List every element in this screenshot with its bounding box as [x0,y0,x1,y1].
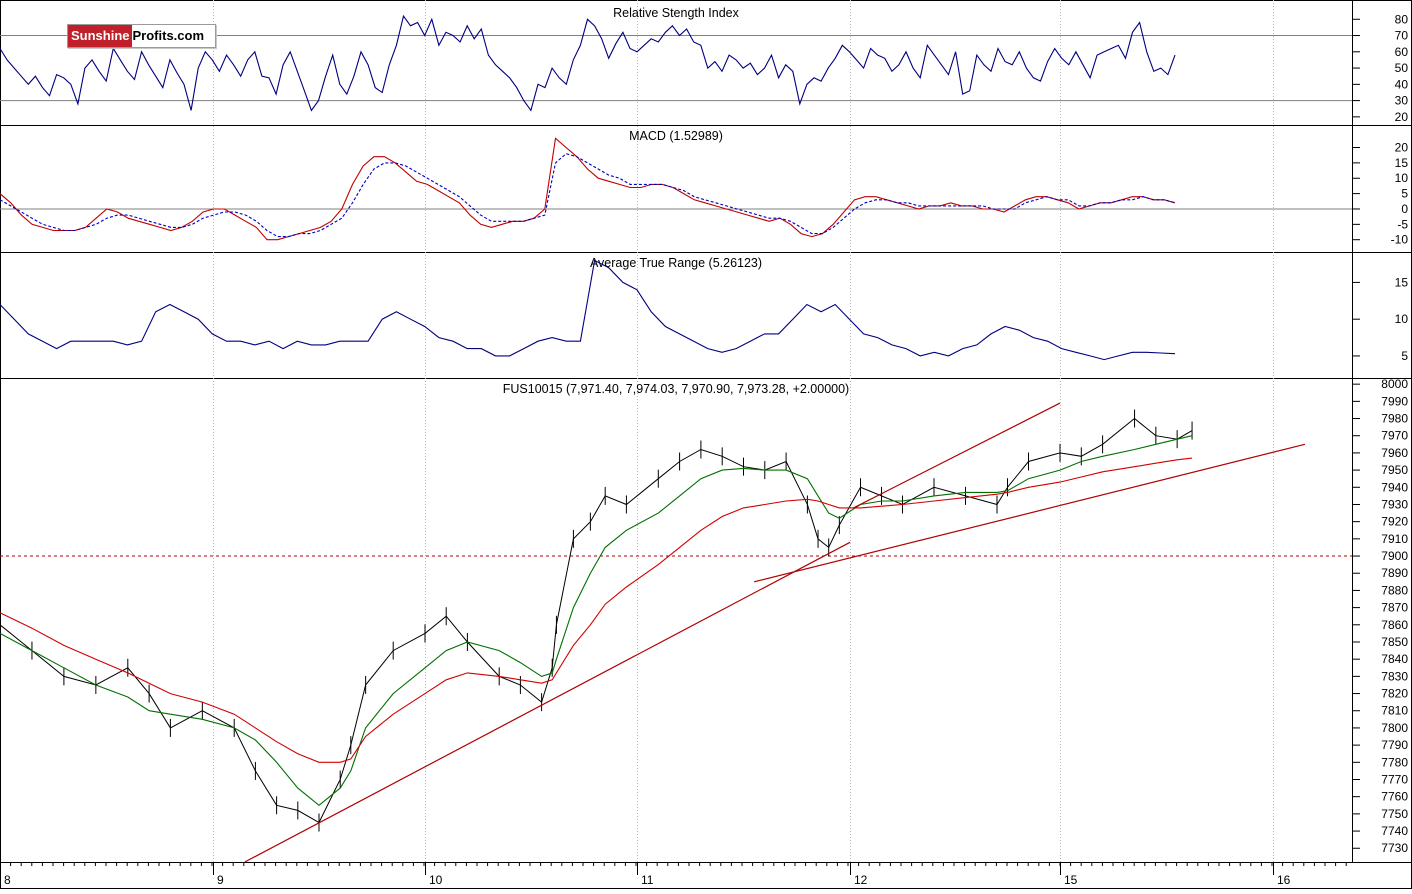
trend-line [244,541,851,863]
y-tick-label: 15 [1395,156,1409,170]
y-tick-label: 20 [1395,110,1409,124]
y-tick-label: 7870 [1381,601,1408,615]
y-tick-label: 7860 [1381,618,1408,632]
y-tick-label: 8000 [1381,377,1408,391]
y-tick-label: 30 [1395,94,1409,108]
y-tick-label: -5 [1397,217,1408,231]
x-tick-label: 11 [641,873,654,887]
y-tick-label: 15 [1395,275,1409,289]
x-tick-label: 12 [854,873,868,887]
sunshine-profits-logo: Sunshine Profits.com [67,24,216,48]
y-tick-label: 7760 [1381,790,1408,804]
y-tick-label: 7750 [1381,807,1408,821]
x-tick-label: 9 [217,873,224,887]
y-tick-label: 7820 [1381,687,1408,701]
y-tick-label: 7800 [1381,721,1408,735]
panel-title: FUS10015 (7,971.40, 7,974.03, 7,970.90, … [503,382,849,396]
panel-3: 8000 7990 7980 7970 7960 7950 7940 7930 7920 7910… [0,377,1408,863]
y-tick-label: 7940 [1381,480,1408,494]
panel-title: Average True Range (5.26123) [590,256,762,270]
y-tick-label: 7810 [1381,704,1408,718]
y-tick-label: 7890 [1381,566,1408,580]
x-tick-label: 10 [429,873,443,887]
y-tick-label: 7770 [1381,772,1408,786]
y-tick-label: 7830 [1381,669,1408,683]
y-tick-label: 7950 [1381,463,1408,477]
y-tick-label: 5 [1401,349,1408,363]
logo-part-1: Sunshine [68,25,132,47]
series-line [0,259,1176,361]
y-tick-label: 70 [1395,29,1409,43]
y-tick-label: 7880 [1381,583,1408,597]
y-tick-label: 7840 [1381,652,1408,666]
y-tick-label: 10 [1395,312,1409,326]
x-tick-label: 16 [1277,873,1291,887]
y-tick-label: 7960 [1381,446,1408,460]
y-tick-label: 50 [1395,61,1409,75]
y-tick-label: 80 [1395,12,1409,26]
y-tick-label: 20 [1395,141,1409,155]
trend-line [853,402,1061,509]
y-tick-label: 7910 [1381,532,1408,546]
y-tick-label: 7930 [1381,497,1408,511]
y-tick-label: 7900 [1381,549,1408,563]
y-tick-label: 7730 [1381,841,1408,855]
y-tick-label: -10 [1391,233,1409,247]
series-line [0,457,1193,763]
y-tick-label: 7780 [1381,755,1408,769]
price-series [0,417,1193,824]
panel-title: MACD (1.52989) [629,129,723,143]
panel-title: Relative Stength Index [613,6,740,20]
y-tick-label: 40 [1395,77,1409,91]
series-line [0,435,1193,807]
x-tick-label: 15 [1064,873,1078,887]
y-tick-label: 0 [1401,202,1408,216]
x-tick-label: 8 [4,873,11,887]
series-line [0,14,1176,112]
panel-2: 15 10 5 Average True Range (5.26123) [0,256,1408,363]
y-tick-label: 7970 [1381,429,1408,443]
y-tick-label: 60 [1395,45,1409,59]
series-line [0,153,1176,238]
y-tick-label: 10 [1395,171,1409,185]
series-line [0,137,1176,241]
y-tick-label: 5 [1401,187,1408,201]
y-tick-label: 7920 [1381,515,1408,529]
y-tick-label: 7790 [1381,738,1408,752]
y-tick-label: 7740 [1381,824,1408,838]
y-tick-label: 7850 [1381,635,1408,649]
y-tick-label: 7990 [1381,394,1408,408]
trend-line [754,443,1306,583]
logo-part-2: Profits.com [132,28,205,43]
y-tick-label: 7980 [1381,412,1408,426]
panel-0: 80 70 60 50 40 30 20 Relative Stength Index [0,6,1408,124]
